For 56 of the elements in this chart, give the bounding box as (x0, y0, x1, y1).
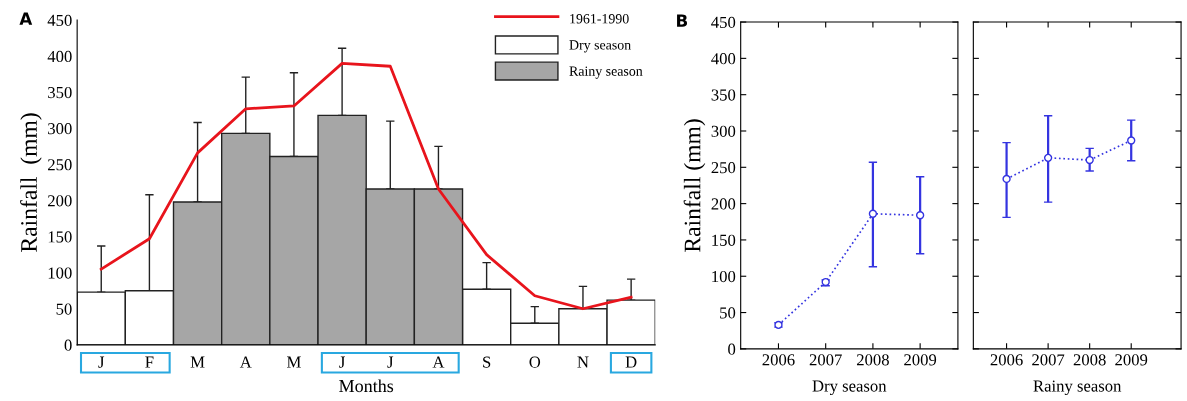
y-tick-label: 350 (48, 86, 72, 99)
point (1085, 155, 1094, 165)
x-tick-label: 2009 (1115, 354, 1148, 366)
point (1002, 174, 1011, 184)
y-tick-label: 450 (47, 14, 72, 26)
x-tick-label: A (432, 356, 445, 368)
x-tick-label: S (483, 356, 491, 368)
x-tick-label: J (387, 356, 394, 368)
x-tick-label: M (287, 356, 301, 368)
y-tick-label: 150 (712, 234, 736, 246)
y-tick-label: 0 (728, 343, 736, 355)
legend-label: 1961-1990 (570, 14, 629, 24)
x-tick-label: 2009 (904, 354, 937, 366)
point (1043, 153, 1053, 163)
x-tick-label: F (145, 356, 154, 368)
x-tick-label: 2008 (856, 354, 889, 366)
y-tick-label: 400 (47, 50, 72, 63)
x-axis-title: Rainy season (1033, 380, 1122, 396)
x-tick-label: N (577, 356, 589, 368)
x-axis-title: Months (339, 379, 394, 393)
legend-label: Rainy season (569, 66, 643, 79)
point (1127, 136, 1136, 145)
y-tick-label: 450 (711, 16, 736, 28)
y-tick-label: 400 (711, 53, 736, 65)
y-tick-label: 100 (712, 270, 736, 283)
y-tick-label: 50 (720, 307, 736, 319)
x-tick-label: 2006 (762, 354, 795, 366)
y-tick-label: 50 (56, 303, 72, 315)
text: B (677, 14, 688, 27)
x-tick-label: 2007 (809, 354, 842, 366)
y-axis-title: Rainfall (mm) (683, 119, 706, 252)
y-tick-label: 100 (48, 267, 72, 279)
y-tick-label: 200 (48, 195, 72, 207)
x-tick-label: D (625, 356, 637, 368)
point (915, 211, 925, 220)
y-tick-label: 150 (48, 231, 72, 243)
x-tick-label: 2006 (990, 354, 1023, 366)
x-tick-label: O (529, 356, 541, 368)
x-axis-title: Dry season (812, 380, 887, 396)
x-tick-label: A (239, 356, 252, 368)
x-tick-label: J (98, 356, 105, 368)
x-tick-label: M (190, 356, 205, 368)
y-tick-label: 300 (711, 125, 736, 137)
x-tick-label: 2008 (1073, 354, 1106, 366)
y-tick-label: 300 (48, 123, 72, 135)
x-tick-label: 2007 (1032, 354, 1065, 366)
text: A (19, 12, 33, 25)
y-tick-label: 250 (48, 159, 72, 171)
point (868, 209, 878, 218)
legend-label: Dry season (569, 40, 631, 53)
y-tick-label: 350 (711, 89, 736, 101)
x-tick-label: J (339, 356, 345, 368)
y-tick-label: 200 (711, 198, 736, 210)
y-tick-label: 0 (64, 339, 72, 351)
y-axis-title: Rainfall (mm) (20, 113, 42, 252)
y-tick-label: 250 (711, 162, 736, 174)
